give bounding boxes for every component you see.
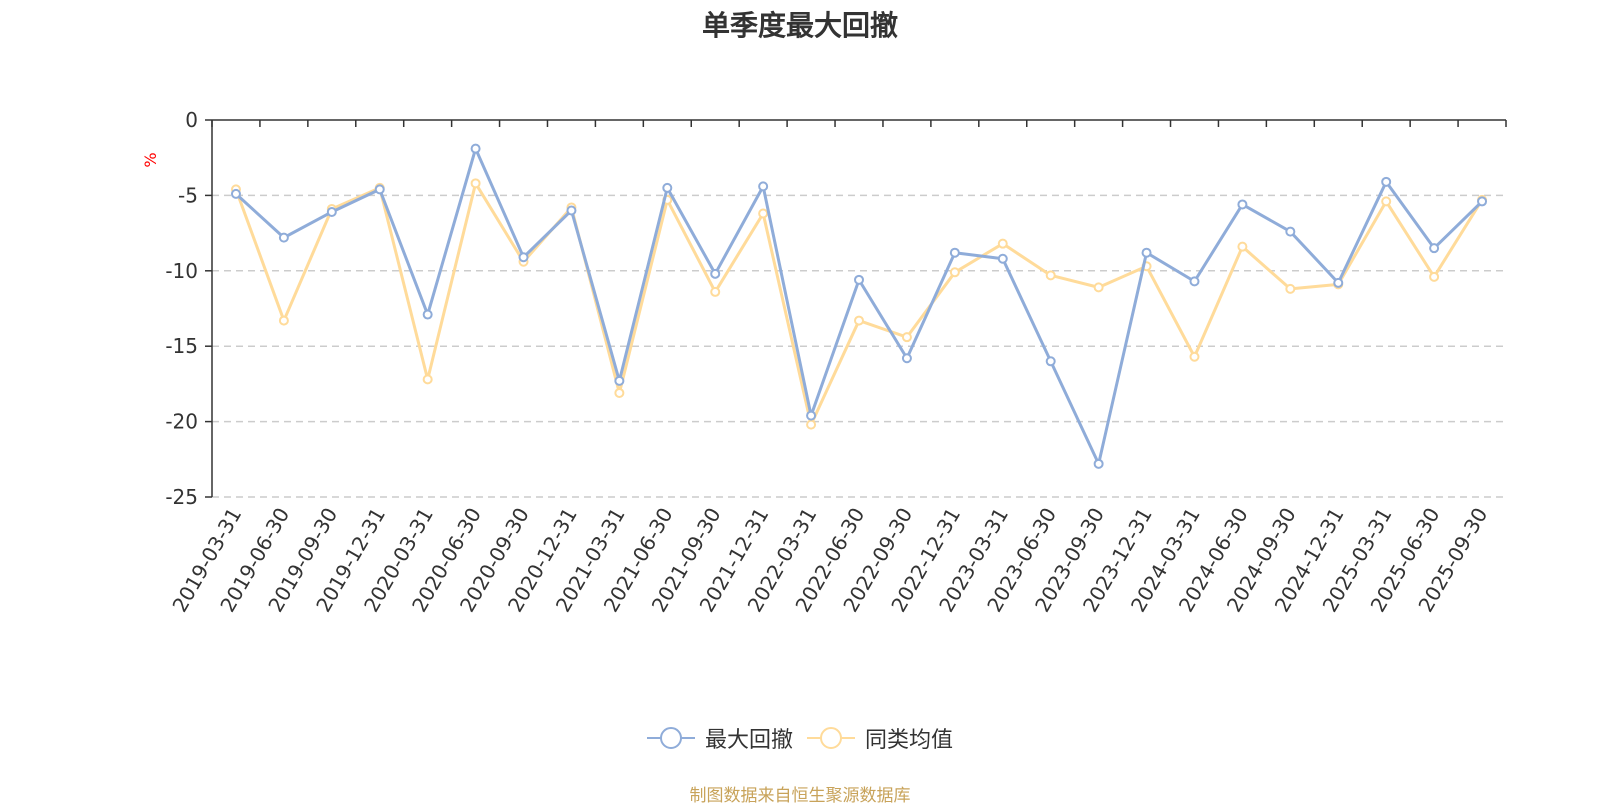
y-tick-label: -5	[178, 183, 198, 207]
data-point-s0-25	[1429, 243, 1440, 254]
data-point-s1-4	[422, 374, 433, 385]
data-point-s0-20	[1189, 276, 1200, 287]
legend-label: 最大回撤	[704, 728, 793, 753]
data-point-s1-22	[1285, 283, 1296, 294]
data-point-s1-14	[901, 332, 912, 343]
data-source-note: 制图数据来自恒生聚源数据库	[689, 786, 911, 806]
y-tick-label: -10	[165, 259, 198, 283]
data-point-s0-5	[470, 143, 481, 154]
data-point-s0-24	[1381, 176, 1392, 187]
data-point-s1-25	[1429, 271, 1440, 282]
axes: 0-5-10-15-20-252019-03-312019-06-302019-…	[141, 108, 1507, 616]
legend-marker-icon	[646, 727, 695, 749]
legend-marker-icon	[807, 727, 855, 749]
legend-item-series-0[interactable]: 最大回撤	[646, 722, 793, 754]
data-point-s0-6	[518, 252, 529, 263]
data-point-s0-8	[614, 375, 625, 386]
data-point-s0-1	[278, 232, 289, 243]
data-point-s1-21	[1237, 241, 1248, 252]
data-point-s0-4	[422, 309, 433, 320]
data-point-s1-15	[949, 267, 960, 278]
data-point-s1-1	[278, 315, 289, 326]
data-point-s0-15	[949, 247, 960, 258]
data-point-s0-21	[1237, 199, 1248, 210]
data-point-s1-20	[1189, 351, 1200, 362]
y-tick-label: 0	[185, 108, 198, 132]
data-point-s0-11	[758, 181, 769, 192]
data-point-s1-24	[1381, 196, 1392, 207]
data-point-s1-11	[758, 208, 769, 219]
data-point-s0-23	[1333, 277, 1344, 288]
data-point-s0-26	[1477, 196, 1488, 207]
data-point-s0-7	[566, 205, 577, 216]
data-point-s1-17	[1045, 270, 1056, 281]
legend-label: 同类均值	[865, 728, 954, 753]
y-tick-label: -15	[165, 334, 198, 358]
data-point-s0-12	[806, 410, 817, 421]
y-tick-label: -25	[165, 485, 198, 509]
data-point-s1-5	[470, 178, 481, 189]
data-point-s0-9	[662, 182, 673, 193]
data-point-s0-19	[1141, 247, 1152, 258]
series-layer	[230, 143, 1488, 469]
data-point-s1-10	[710, 286, 721, 297]
y-axis-unit: %	[141, 152, 160, 167]
data-point-s1-12	[806, 419, 817, 430]
legend-item-series-1[interactable]: 同类均值	[807, 722, 953, 754]
data-point-s0-0	[230, 188, 241, 199]
data-point-s0-17	[1045, 356, 1056, 367]
data-point-s0-3	[374, 184, 385, 195]
data-point-s0-18	[1093, 458, 1104, 469]
data-point-s1-13	[854, 315, 864, 326]
data-point-s0-2	[326, 206, 337, 217]
data-point-s1-8	[614, 387, 625, 398]
legend: 最大回撤 同类均值	[0, 722, 1600, 754]
y-tick-label: -20	[165, 410, 198, 434]
data-point-s0-16	[997, 253, 1008, 264]
chart-title: 单季度最大回撤	[701, 9, 898, 42]
data-point-s1-18	[1093, 282, 1104, 293]
data-point-s0-13	[854, 274, 864, 285]
data-point-s1-16	[997, 238, 1008, 249]
gridlines	[212, 194, 1506, 498]
data-point-s0-22	[1285, 226, 1296, 237]
data-point-s0-10	[710, 268, 721, 279]
data-point-s0-14	[901, 353, 912, 364]
